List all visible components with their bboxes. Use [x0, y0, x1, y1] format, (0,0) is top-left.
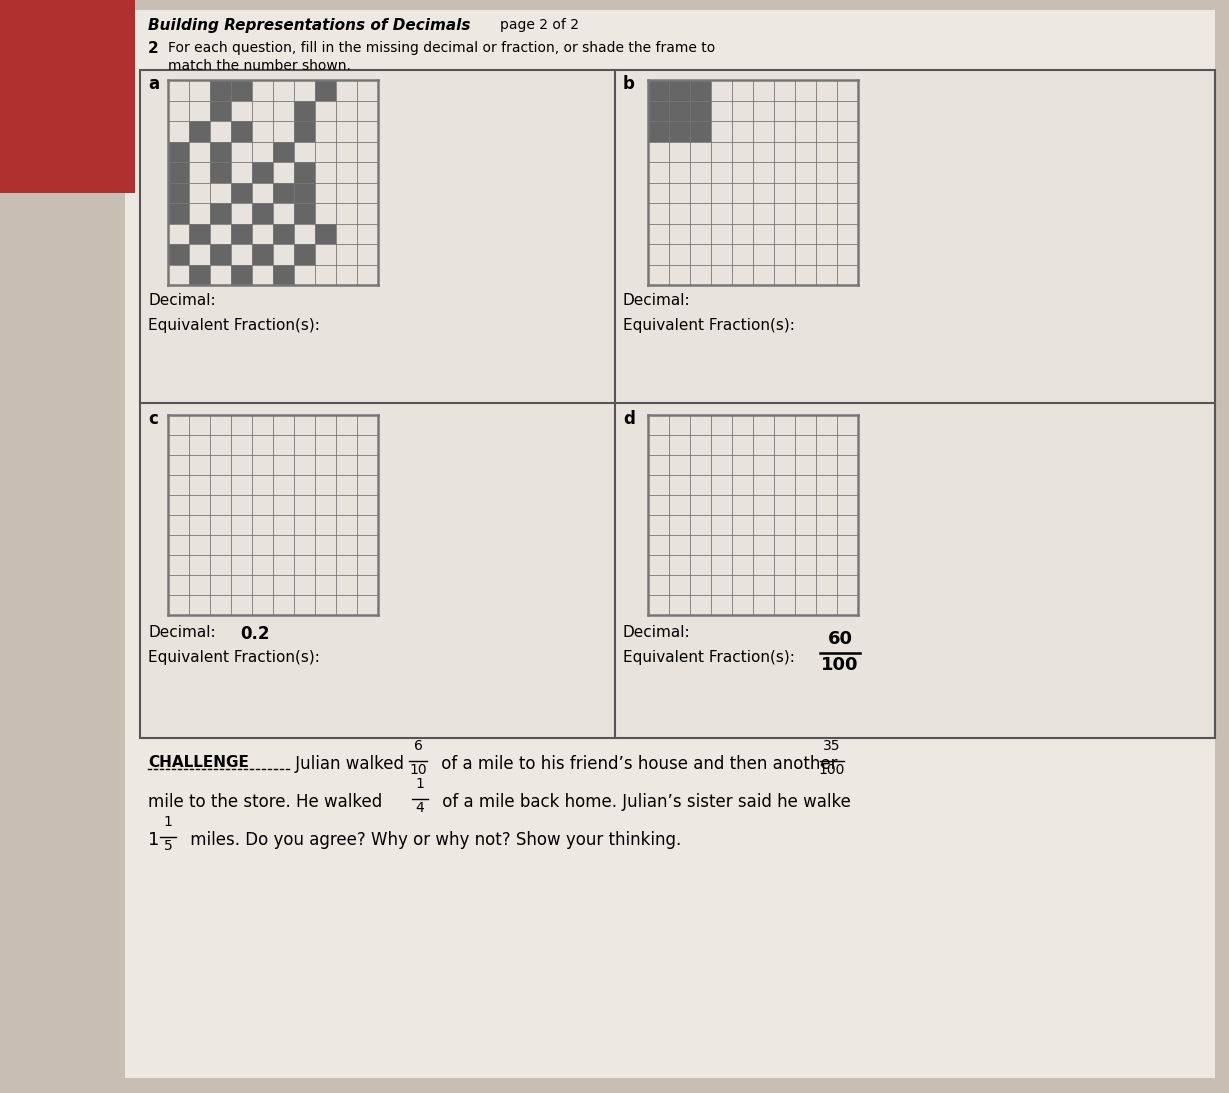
Text: Decimal:: Decimal:: [623, 293, 691, 308]
Text: match the number shown.: match the number shown.: [168, 59, 350, 73]
Text: miles. Do you agree? Why or why not? Show your thinking.: miles. Do you agree? Why or why not? Sho…: [186, 831, 681, 849]
Bar: [231, 265, 252, 285]
Text: For each question, fill in the missing decimal or fraction, or shade the frame t: For each question, fill in the missing d…: [168, 42, 715, 55]
Bar: [189, 265, 210, 285]
Text: page 2 of 2: page 2 of 2: [500, 17, 579, 32]
Bar: [294, 101, 315, 121]
Bar: [189, 223, 210, 244]
Text: Decimal:: Decimal:: [147, 293, 215, 308]
Text: Equivalent Fraction(s):: Equivalent Fraction(s):: [623, 650, 795, 665]
Text: CHALLENGE: CHALLENGE: [147, 755, 249, 769]
Text: a: a: [147, 75, 159, 93]
Bar: [210, 162, 231, 183]
Text: of a mile back home. Julian’s sister said he walke: of a mile back home. Julian’s sister sai…: [438, 794, 850, 811]
Text: 1: 1: [147, 831, 160, 849]
Text: 1: 1: [163, 815, 172, 828]
Text: 10: 10: [409, 763, 426, 777]
Bar: [252, 244, 273, 265]
Bar: [669, 101, 689, 121]
Bar: [689, 101, 712, 121]
Bar: [168, 162, 189, 183]
Bar: [231, 121, 252, 141]
Text: Decimal:: Decimal:: [147, 625, 215, 640]
Bar: [294, 121, 315, 141]
Bar: [689, 80, 712, 101]
Bar: [125, 10, 1215, 1078]
Text: 2: 2: [147, 42, 159, 56]
Bar: [210, 141, 231, 162]
Text: 60: 60: [827, 630, 853, 648]
Bar: [210, 244, 231, 265]
Bar: [689, 121, 712, 141]
Bar: [648, 80, 669, 101]
Bar: [168, 244, 189, 265]
Text: of a mile to his friend’s house and then another: of a mile to his friend’s house and then…: [436, 755, 843, 773]
Bar: [294, 244, 315, 265]
Bar: [648, 121, 669, 141]
Bar: [273, 141, 294, 162]
Bar: [669, 121, 689, 141]
Bar: [315, 80, 336, 101]
Text: d: d: [623, 410, 635, 428]
Bar: [210, 101, 231, 121]
Bar: [231, 183, 252, 203]
Text: 1: 1: [415, 777, 424, 791]
Bar: [210, 203, 231, 223]
Text: 100: 100: [819, 763, 846, 777]
Text: 100: 100: [821, 656, 859, 674]
Text: 5: 5: [163, 839, 172, 853]
Bar: [669, 80, 689, 101]
Bar: [315, 223, 336, 244]
Bar: [252, 162, 273, 183]
Bar: [273, 223, 294, 244]
Text: Julian walked: Julian walked: [290, 755, 409, 773]
Bar: [168, 141, 189, 162]
Bar: [189, 121, 210, 141]
Bar: [140, 70, 1215, 738]
Text: c: c: [147, 410, 157, 428]
Text: Equivalent Fraction(s):: Equivalent Fraction(s):: [623, 318, 795, 333]
Text: Equivalent Fraction(s):: Equivalent Fraction(s):: [147, 318, 320, 333]
Text: Decimal:: Decimal:: [623, 625, 691, 640]
Bar: [231, 80, 252, 101]
Bar: [273, 183, 294, 203]
Bar: [231, 223, 252, 244]
Text: Equivalent Fraction(s):: Equivalent Fraction(s):: [147, 650, 320, 665]
Bar: [294, 162, 315, 183]
Text: 4: 4: [415, 801, 424, 815]
Text: 35: 35: [823, 739, 841, 753]
Bar: [252, 203, 273, 223]
Bar: [648, 101, 669, 121]
Bar: [210, 80, 231, 101]
Bar: [0, 0, 135, 193]
Text: Building Representations of Decimals: Building Representations of Decimals: [147, 17, 471, 33]
Bar: [294, 183, 315, 203]
Bar: [168, 203, 189, 223]
Text: b: b: [623, 75, 635, 93]
Text: mile to the store. He walked: mile to the store. He walked: [147, 794, 387, 811]
Bar: [273, 265, 294, 285]
Text: 0.2: 0.2: [240, 625, 269, 643]
Bar: [294, 203, 315, 223]
Text: 6: 6: [414, 739, 423, 753]
Bar: [168, 183, 189, 203]
